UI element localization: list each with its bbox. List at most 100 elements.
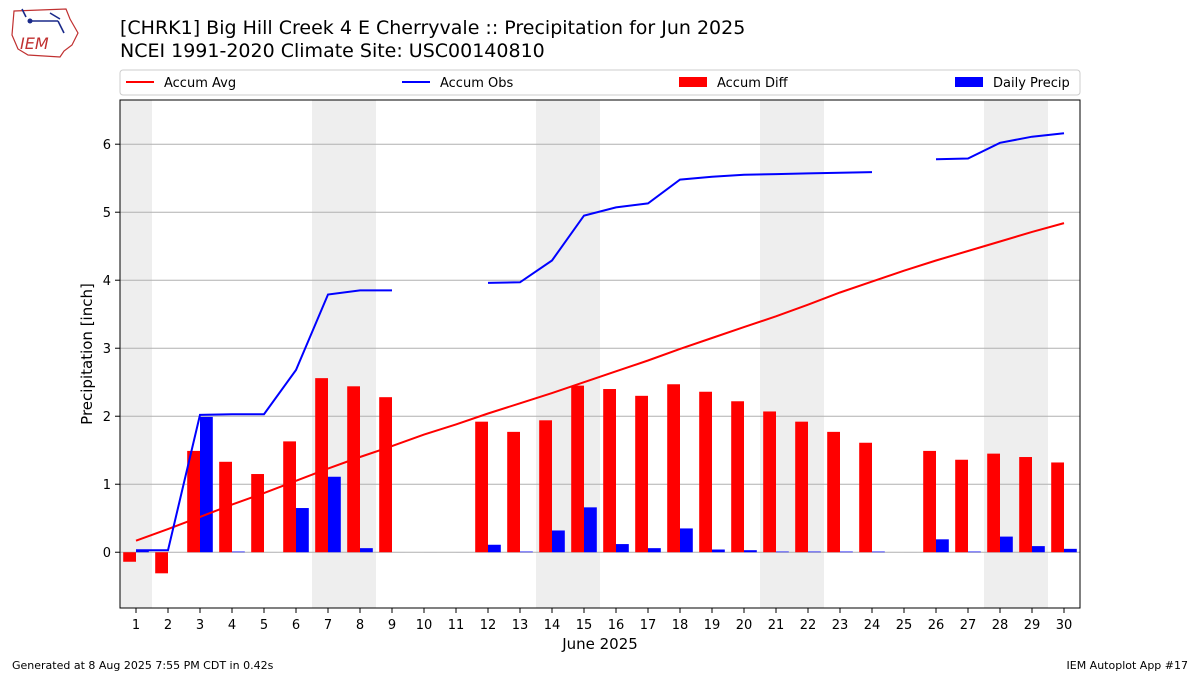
daily-precip-bar bbox=[712, 549, 725, 553]
daily-precip-bar bbox=[552, 530, 565, 553]
accum-diff-bar bbox=[987, 453, 1000, 553]
accum-diff-bar bbox=[635, 395, 648, 553]
x-tick-label: 23 bbox=[832, 618, 849, 633]
daily-precip-bar bbox=[808, 551, 821, 553]
y-tick-label: 0 bbox=[103, 546, 111, 561]
x-tick-label: 5 bbox=[260, 618, 268, 633]
x-tick-label: 22 bbox=[800, 618, 817, 633]
daily-precip-bar bbox=[1000, 536, 1013, 553]
accum-diff-bar bbox=[827, 431, 840, 553]
accum-diff-bar bbox=[539, 420, 552, 553]
accum-diff-bar bbox=[731, 401, 744, 553]
legend-box bbox=[119, 69, 1081, 96]
daily-precip-bar bbox=[232, 551, 245, 553]
daily-precip-bar bbox=[1064, 548, 1077, 553]
accum-diff-bar bbox=[379, 397, 392, 553]
accum-diff-bar bbox=[795, 421, 808, 553]
x-tick-label: 26 bbox=[928, 618, 945, 633]
x-tick-label: 9 bbox=[388, 618, 396, 633]
x-tick-label: 19 bbox=[704, 618, 721, 633]
x-tick-label: 17 bbox=[640, 618, 657, 633]
x-tick-label: 7 bbox=[324, 618, 332, 633]
plot-frame bbox=[119, 99, 1081, 609]
daily-precip-bar bbox=[744, 550, 757, 553]
chart-title: [CHRK1] Big Hill Creek 4 E Cherryvale ::… bbox=[120, 17, 746, 39]
accum-diff-bar bbox=[155, 552, 168, 574]
accum-diff-bar bbox=[859, 442, 872, 553]
y-tick-label: 4 bbox=[103, 274, 111, 289]
accum-diff-bar bbox=[315, 378, 328, 553]
accum-diff-bar bbox=[763, 411, 776, 553]
accum-diff-bar bbox=[1019, 457, 1032, 553]
x-tick-label: 1 bbox=[132, 618, 140, 633]
daily-precip-bar bbox=[1032, 546, 1045, 553]
daily-precip-bar bbox=[136, 550, 149, 553]
accum-diff-bar bbox=[603, 389, 616, 553]
daily-precip-bar bbox=[872, 551, 885, 553]
x-tick-label: 24 bbox=[864, 618, 881, 633]
y-tick-label: 1 bbox=[103, 478, 111, 493]
x-tick-label: 14 bbox=[544, 618, 561, 633]
accum-diff-bar bbox=[123, 552, 136, 562]
daily-precip-bar bbox=[296, 508, 309, 553]
x-tick-label: 16 bbox=[608, 618, 625, 633]
accum-diff-bar bbox=[667, 384, 680, 553]
x-tick-label: 2 bbox=[164, 618, 172, 633]
x-tick-label: 8 bbox=[356, 618, 364, 633]
accum-diff-bar bbox=[251, 474, 264, 553]
y-tick-label: 5 bbox=[103, 206, 111, 221]
x-tick-label: 4 bbox=[228, 618, 236, 633]
x-tick-label: 11 bbox=[448, 618, 465, 633]
x-tick-label: 30 bbox=[1056, 618, 1073, 633]
legend-label: Daily Precip bbox=[993, 76, 1070, 91]
x-tick-label: 13 bbox=[512, 618, 529, 633]
daily-precip-bar bbox=[680, 528, 693, 553]
daily-precip-bar bbox=[968, 551, 981, 553]
x-tick-label: 3 bbox=[196, 618, 204, 633]
x-tick-label: 6 bbox=[292, 618, 300, 633]
app-footer: IEM Autoplot App #17 bbox=[1066, 659, 1189, 672]
daily-precip-bar bbox=[360, 548, 373, 553]
daily-precip-bar bbox=[584, 507, 597, 553]
daily-precip-bar bbox=[328, 476, 341, 553]
chart-subtitle: NCEI 1991-2020 Climate Site: USC00140810 bbox=[120, 40, 545, 62]
x-tick-label: 15 bbox=[576, 618, 593, 633]
accum-diff-bar bbox=[283, 441, 296, 553]
y-axis-label: Precipitation [inch] bbox=[78, 283, 96, 425]
accum-diff-bar bbox=[1051, 462, 1064, 553]
x-tick-label: 25 bbox=[896, 618, 913, 633]
x-tick-label: 12 bbox=[480, 618, 497, 633]
daily-precip-bar bbox=[776, 551, 789, 553]
x-tick-label: 29 bbox=[1024, 618, 1041, 633]
generated-footer: Generated at 8 Aug 2025 7:55 PM CDT in 0… bbox=[12, 659, 274, 672]
weekend-band bbox=[120, 100, 152, 608]
y-tick-label: 3 bbox=[103, 342, 111, 357]
y-tick-label: 2 bbox=[103, 410, 111, 425]
daily-precip-bar bbox=[648, 548, 661, 553]
daily-precip-bar bbox=[520, 551, 533, 553]
legend-swatch bbox=[955, 77, 983, 87]
daily-precip-bar bbox=[840, 551, 853, 553]
accum-diff-bar bbox=[187, 450, 200, 553]
accum-diff-bar bbox=[347, 386, 360, 553]
accum-diff-bar bbox=[507, 431, 520, 553]
accum-diff-bar bbox=[923, 450, 936, 553]
daily-precip-bar bbox=[936, 539, 949, 553]
x-tick-label: 20 bbox=[736, 618, 753, 633]
logo-text: IEM bbox=[20, 34, 49, 53]
x-tick-label: 21 bbox=[768, 618, 785, 633]
iem-logo: IEM bbox=[11, 8, 79, 58]
accum-obs-line bbox=[136, 132, 1065, 552]
daily-precip-bar bbox=[616, 544, 629, 553]
x-tick-label: 18 bbox=[672, 618, 689, 633]
accum-diff-bar bbox=[699, 391, 712, 553]
x-axis-label: June 2025 bbox=[561, 635, 638, 653]
legend-label: Accum Diff bbox=[717, 76, 789, 91]
accum-diff-bar bbox=[475, 421, 488, 553]
accum-avg-line bbox=[135, 222, 1065, 542]
legend-label: Accum Obs bbox=[440, 76, 513, 91]
legend-swatch bbox=[679, 77, 707, 87]
daily-precip-bar bbox=[488, 544, 501, 553]
x-tick-label: 10 bbox=[416, 618, 433, 633]
